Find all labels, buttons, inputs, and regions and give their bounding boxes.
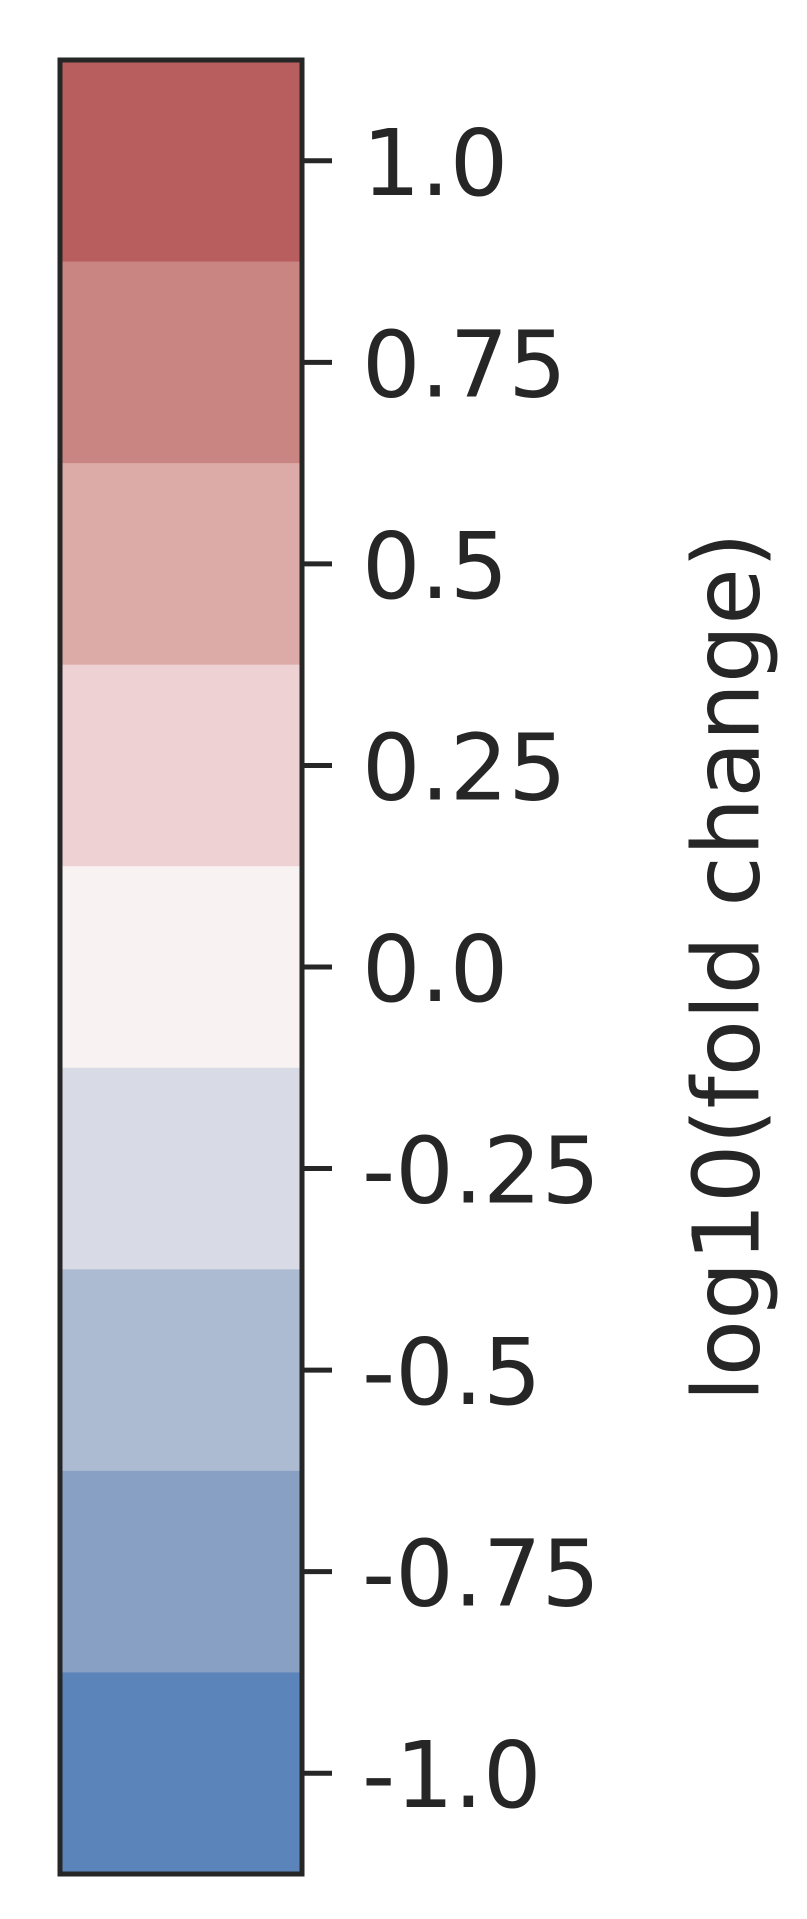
tick-label-0: 1.0 xyxy=(362,110,508,217)
tick-group: 1.0 0.75 0.5 0.25 0.0 -0.25 -0.5 -0.75 -1.0 xyxy=(302,110,600,1829)
tick-label-3: 0.25 xyxy=(362,714,567,821)
tick-label-7: -0.75 xyxy=(362,1521,600,1628)
color-band-4 xyxy=(60,866,302,1069)
color-band-3 xyxy=(60,664,302,867)
tick-label-2: 0.5 xyxy=(362,513,508,620)
color-band-1 xyxy=(60,261,302,464)
color-band-0 xyxy=(60,60,302,263)
tick-label-1: 0.75 xyxy=(362,311,567,418)
color-band-2 xyxy=(60,463,302,666)
colorbar-label: log10(fold change) xyxy=(673,532,780,1402)
color-band-6 xyxy=(60,1269,302,1472)
tick-label-8: -1.0 xyxy=(362,1722,542,1829)
color-band-5 xyxy=(60,1067,302,1270)
tick-label-6: -0.5 xyxy=(362,1319,542,1426)
tick-label-5: -0.25 xyxy=(362,1118,600,1225)
color-bands xyxy=(60,60,302,1875)
tick-label-4: 0.0 xyxy=(362,916,508,1023)
color-band-8 xyxy=(60,1672,302,1875)
color-band-7 xyxy=(60,1470,302,1673)
